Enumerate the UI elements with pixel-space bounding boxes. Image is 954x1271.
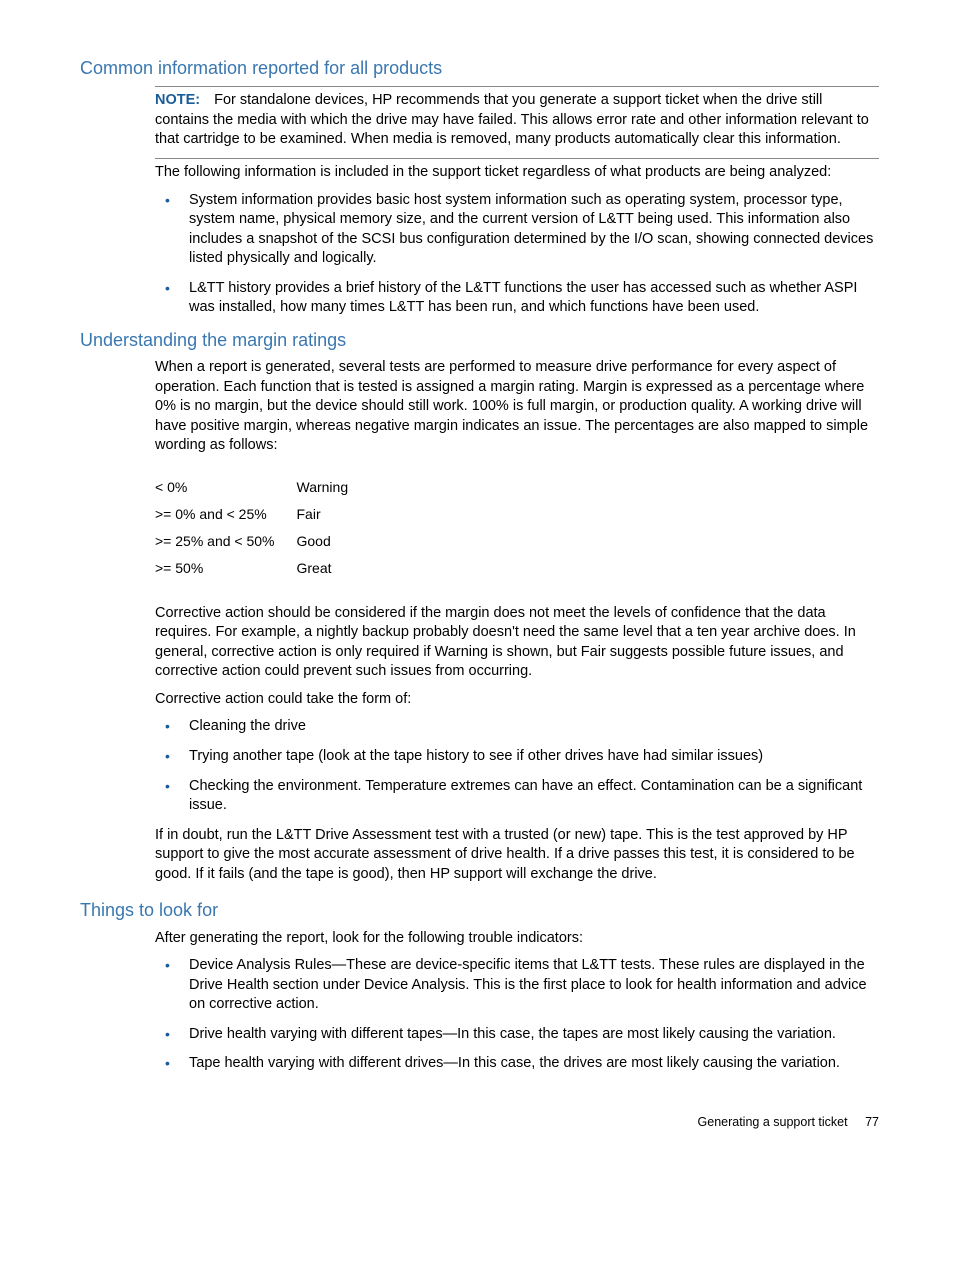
section1-intro: The following information is included in… <box>155 163 879 183</box>
table-row: < 0% Warning <box>155 478 370 497</box>
note-text: For standalone devices, HP recommends th… <box>155 92 869 147</box>
list-item: Device Analysis Rules—These are device-s… <box>155 956 879 1015</box>
section3-bullets: Device Analysis Rules—These are device-s… <box>155 956 879 1074</box>
section1-bullets: System information provides basic host s… <box>155 191 879 318</box>
section3-body: After generating the report, look for th… <box>155 929 879 1074</box>
list-item: Cleaning the drive <box>155 717 879 737</box>
section3-intro: After generating the report, look for th… <box>155 929 879 949</box>
list-item: System information provides basic host s… <box>155 191 879 269</box>
section2-body: When a report is generated, several test… <box>155 358 879 884</box>
note-paragraph: NOTE:For standalone devices, HP recommen… <box>155 91 879 150</box>
list-item: Tape health varying with different drive… <box>155 1054 879 1074</box>
table-row: >= 25% and < 50% Good <box>155 532 370 551</box>
label-cell: Warning <box>297 478 371 497</box>
section-heading-common-info: Common information reported for all prod… <box>80 56 879 80</box>
section2-para2: Corrective action should be considered i… <box>155 604 879 682</box>
section-heading-margin-ratings: Understanding the margin ratings <box>80 328 879 352</box>
section2-para4: If in doubt, run the L&TT Drive Assessme… <box>155 826 879 885</box>
page-footer: Generating a support ticket 77 <box>80 1114 879 1131</box>
section-heading-things-to-look-for: Things to look for <box>80 898 879 922</box>
section2-para1: When a report is generated, several test… <box>155 358 879 456</box>
list-item: L&TT history provides a brief history of… <box>155 279 879 318</box>
label-cell: Fair <box>297 505 371 524</box>
note-label: NOTE: <box>155 92 200 108</box>
section1-body: NOTE:For standalone devices, HP recommen… <box>155 86 879 318</box>
section2-para3: Corrective action could take the form of… <box>155 690 879 710</box>
range-cell: < 0% <box>155 478 297 497</box>
label-cell: Good <box>297 532 371 551</box>
list-item: Drive health varying with different tape… <box>155 1025 879 1045</box>
table-row: >= 0% and < 25% Fair <box>155 505 370 524</box>
page-number: 77 <box>865 1115 879 1129</box>
range-cell: >= 0% and < 25% <box>155 505 297 524</box>
rule-top <box>155 86 879 87</box>
section2-bullets: Cleaning the drive Trying another tape (… <box>155 717 879 815</box>
list-item: Trying another tape (look at the tape hi… <box>155 747 879 767</box>
range-cell: >= 50% <box>155 559 297 578</box>
footer-title: Generating a support ticket <box>698 1115 848 1129</box>
list-item: Checking the environment. Temperature ex… <box>155 777 879 816</box>
margin-ratings-table: < 0% Warning >= 0% and < 25% Fair >= 25%… <box>155 470 370 586</box>
label-cell: Great <box>297 559 371 578</box>
rule-bottom <box>155 158 879 159</box>
table-row: >= 50% Great <box>155 559 370 578</box>
range-cell: >= 25% and < 50% <box>155 532 297 551</box>
